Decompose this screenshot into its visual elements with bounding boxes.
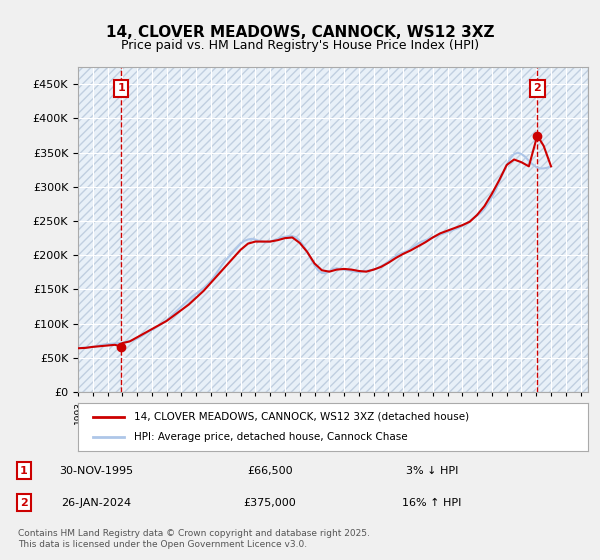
Text: 14, CLOVER MEADOWS, CANNOCK, WS12 3XZ (detached house): 14, CLOVER MEADOWS, CANNOCK, WS12 3XZ (d… [134, 412, 469, 422]
Text: 3% ↓ HPI: 3% ↓ HPI [406, 465, 458, 475]
Text: Contains HM Land Registry data © Crown copyright and database right 2025.
This d: Contains HM Land Registry data © Crown c… [18, 529, 370, 549]
Text: 1: 1 [117, 83, 125, 93]
Text: 14, CLOVER MEADOWS, CANNOCK, WS12 3XZ: 14, CLOVER MEADOWS, CANNOCK, WS12 3XZ [106, 25, 494, 40]
Text: 2: 2 [20, 498, 28, 508]
Text: 1: 1 [20, 465, 28, 475]
Text: £375,000: £375,000 [244, 498, 296, 508]
Text: Price paid vs. HM Land Registry's House Price Index (HPI): Price paid vs. HM Land Registry's House … [121, 39, 479, 52]
Text: 16% ↑ HPI: 16% ↑ HPI [403, 498, 461, 508]
Text: 30-NOV-1995: 30-NOV-1995 [59, 465, 133, 475]
Text: 26-JAN-2024: 26-JAN-2024 [61, 498, 131, 508]
Text: 2: 2 [533, 83, 541, 93]
Text: HPI: Average price, detached house, Cannock Chase: HPI: Average price, detached house, Cann… [134, 432, 408, 442]
Text: £66,500: £66,500 [247, 465, 293, 475]
